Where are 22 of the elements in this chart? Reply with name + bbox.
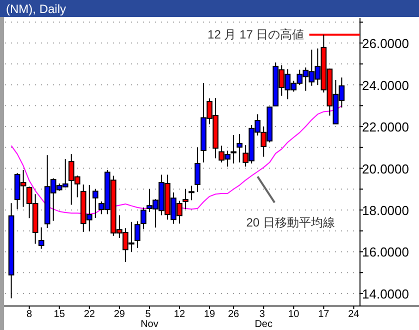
y-tick-label: 20.0000 — [362, 161, 409, 176]
y-tick-label: 16.0000 — [362, 244, 409, 260]
x-tick-label: 26 — [228, 309, 240, 320]
x-tick-label: 10 — [288, 309, 300, 320]
x-tick-label: 12 — [174, 309, 186, 320]
x-tick-label: 8 — [26, 309, 33, 320]
text: 20 日移動平均線 — [246, 216, 335, 230]
x-tick-label: 24 — [348, 309, 360, 320]
y-tick-label: 24.0000 — [362, 78, 409, 93]
x-tick-label: 15 — [54, 309, 66, 320]
y-tick-label: 14.0000 — [362, 286, 409, 302]
y-tick-label: 18.0000 — [362, 203, 409, 218]
x-tick-label: 29 — [114, 309, 126, 320]
x-tick-label: 5 Nov — [140, 309, 158, 330]
ref-line-label: 12 月 17 日の高値 — [208, 28, 304, 42]
x-tick-label: 19 — [204, 309, 216, 320]
chart-title: (NM), Daily — [6, 2, 66, 16]
x-tick-label: 17 — [318, 309, 330, 320]
x-tick-label: 3 Dec — [254, 309, 272, 330]
x-tick-label: 22 — [84, 309, 96, 320]
y-tick-label: 26.0000 — [362, 36, 409, 52]
y-tick-label: 22.0000 — [362, 120, 409, 135]
